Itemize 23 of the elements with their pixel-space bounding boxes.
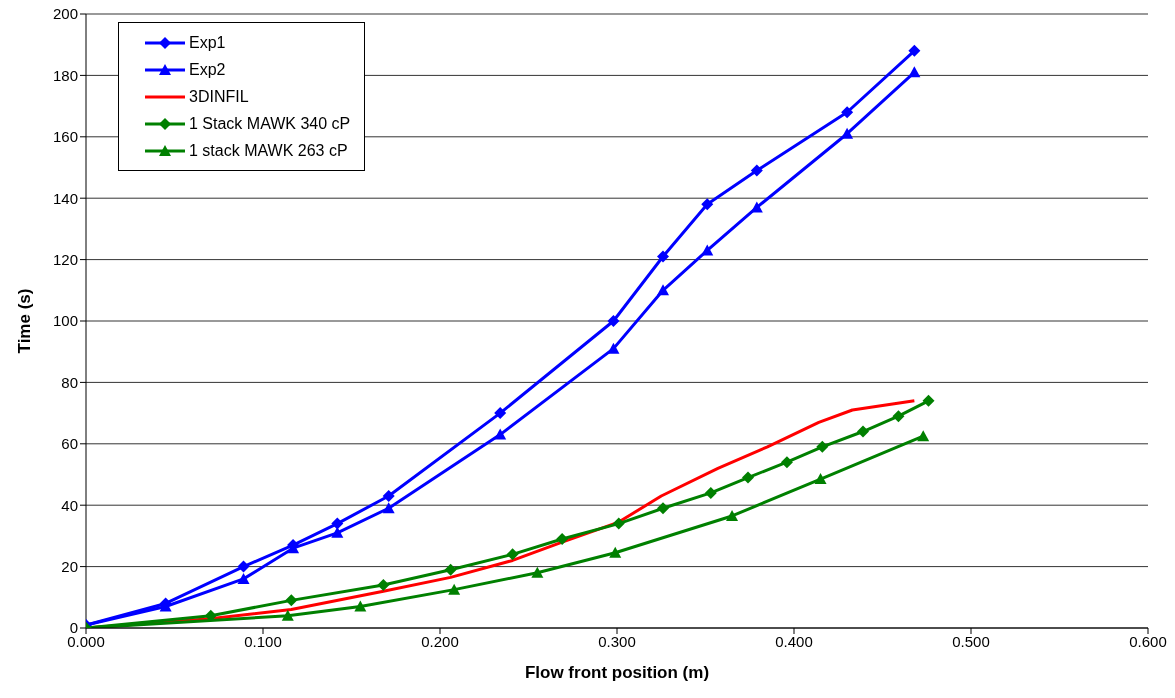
y-tick-label: 80 <box>61 373 78 391</box>
y-tick-label: 180 <box>52 66 78 84</box>
y-tick-label: 120 <box>52 250 78 268</box>
y-tick-label: 200 <box>52 5 78 23</box>
y-tick-label: 40 <box>61 496 78 514</box>
y-tick-label: 140 <box>52 189 78 207</box>
legend-label: Exp2 <box>189 60 226 80</box>
y-tick-label: 60 <box>61 435 78 453</box>
legend-label: 1 stack MAWK 263 cP <box>189 141 348 161</box>
y-tick-label: 100 <box>52 312 78 330</box>
x-tick-label: 0.600 <box>1129 632 1167 650</box>
x-tick-label: 0.400 <box>775 632 813 650</box>
x-tick-label: 0.300 <box>598 632 636 650</box>
x-tick-label: 0.500 <box>952 632 990 650</box>
y-tick-label: 160 <box>52 128 78 146</box>
legend-label: 1 Stack MAWK 340 cP <box>189 114 351 134</box>
x-axis-title: Flow front position (m) <box>524 663 710 682</box>
x-tick-label: 0.100 <box>244 632 282 650</box>
y-tick-label: 20 <box>61 557 78 575</box>
legend-label: 3DINFIL <box>189 87 249 107</box>
y-axis-title: Time (s) <box>15 288 35 354</box>
x-tick-label: 0.200 <box>421 632 459 650</box>
legend-label: Exp1 <box>189 33 226 53</box>
